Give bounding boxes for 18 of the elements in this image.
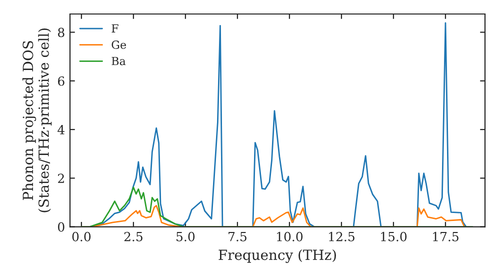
x-axis-title: Frequency (THz)	[218, 249, 336, 263]
x-tick-label: 0.0	[72, 232, 91, 242]
x-tick-label: 17.5	[433, 232, 458, 242]
x-tick-label: 15.0	[381, 232, 407, 242]
y-tick-label: 0	[58, 222, 64, 232]
legend-label: F	[112, 24, 118, 32]
legend-label: Ge	[112, 40, 126, 49]
y-tick-label: 8	[58, 28, 64, 38]
legend-label: Ba	[112, 56, 126, 66]
y-tick-label: 6	[58, 76, 64, 86]
x-tick-label: 2.5	[124, 232, 142, 242]
x-tick-label: 5.0	[176, 232, 195, 242]
x-tick-label: 10.0	[277, 232, 303, 242]
x-tick-label: 7.5	[228, 232, 246, 242]
y-tick-label: 2	[58, 174, 64, 183]
y-axis-title: Phonon projected DOS (States/THz·primitive cell)	[22, 28, 52, 212]
x-tick-label: 12.5	[329, 232, 354, 242]
y-tick-label: 4	[58, 124, 65, 134]
